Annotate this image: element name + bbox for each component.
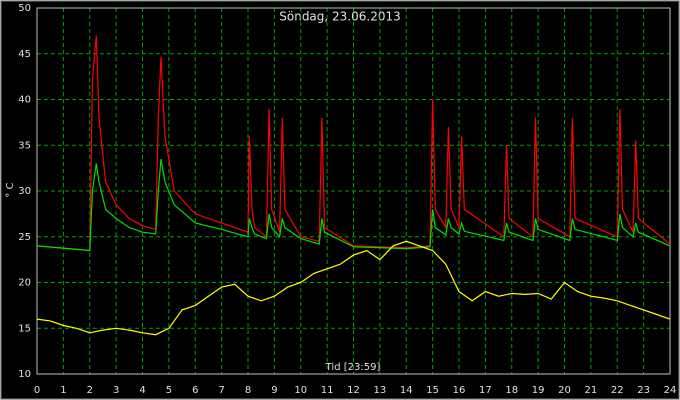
y-tick-label: 25 (18, 232, 31, 243)
y-axis-label: ° C (5, 182, 16, 197)
x-tick-label: 16 (453, 385, 466, 396)
x-tick-label: 13 (374, 385, 387, 396)
y-tick-label: 30 (18, 186, 31, 197)
x-tick-label: 8 (245, 385, 251, 396)
x-tick-label: 18 (505, 385, 518, 396)
y-tick-label: 10 (18, 369, 31, 380)
x-tick-label: 10 (294, 385, 307, 396)
x-tick-label: 9 (271, 385, 277, 396)
x-tick-label: 4 (139, 385, 145, 396)
y-tick-label: 50 (18, 3, 31, 14)
plot-frame (36, 7, 671, 375)
x-tick-label: 14 (400, 385, 413, 396)
x-tick-label: 23 (637, 385, 650, 396)
chart-title: Söndag, 23.06.2013 (279, 10, 401, 24)
x-tick-label: 6 (192, 385, 198, 396)
x-tick-label: 2 (87, 385, 93, 396)
y-tick-label: 45 (18, 49, 31, 60)
x-tick-label: 24 (664, 385, 677, 396)
data-line (36, 240, 671, 336)
x-tick-label: 17 (479, 385, 492, 396)
x-tick-label: 21 (585, 385, 598, 396)
y-tick-label: 15 (18, 323, 31, 334)
x-tick-label: 1 (60, 385, 66, 396)
x-tick-label: 12 (347, 385, 360, 396)
x-tick-label: 20 (558, 385, 571, 396)
x-tick-label: 0 (34, 385, 40, 396)
y-tick-label: 40 (18, 95, 31, 106)
x-tick-label: 15 (426, 385, 439, 396)
y-tick-label: 35 (18, 140, 31, 151)
x-tick-label: 7 (218, 385, 224, 396)
x-tick-label: 22 (611, 385, 624, 396)
x-tick-label: 11 (321, 385, 334, 396)
x-tick-label: 3 (113, 385, 119, 396)
x-tick-label: 5 (166, 385, 172, 396)
x-tick-label: 19 (532, 385, 545, 396)
y-tick-label: 20 (18, 278, 31, 289)
data-line (36, 35, 671, 252)
x-axis-label: Tid [23:59] (325, 362, 381, 373)
data-line (36, 158, 671, 252)
